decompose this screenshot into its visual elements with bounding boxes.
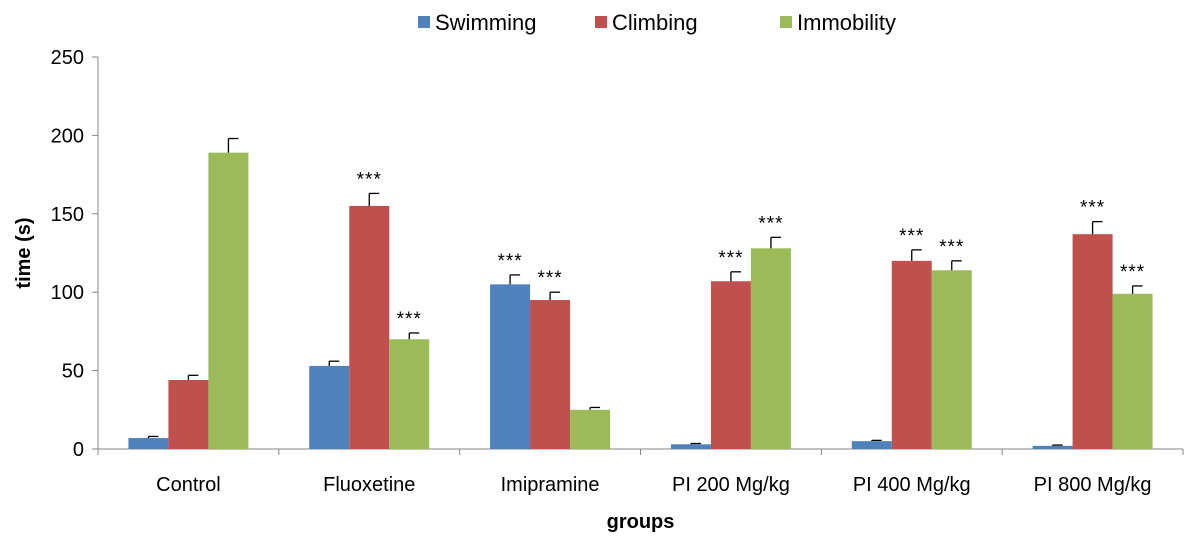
x-tick-label: Fluoxetine	[323, 474, 415, 496]
significance-label: ***	[718, 248, 743, 269]
y-tick-label: 200	[51, 125, 84, 147]
legend-label: Immobility	[797, 10, 896, 35]
x-tick-label: Control	[156, 474, 220, 496]
x-tick-label: PI 200 Mg/kg	[672, 474, 790, 496]
bar	[710, 281, 751, 449]
significance-label: ***	[537, 268, 562, 289]
x-tick-label: PI 800 Mg/kg	[1034, 474, 1152, 496]
legend: Swimming Climbing Immobility	[418, 10, 896, 35]
significance-label: ***	[497, 251, 522, 272]
x-axis: Control Fluoxetine Imipramine PI 200 Mg/kg P…	[97, 448, 1184, 496]
y-axis: 0 50 100 150 200 250	[51, 47, 99, 461]
x-tick-label: Imipramine	[501, 474, 600, 496]
significance-label: ***	[758, 213, 783, 234]
bar	[349, 205, 390, 449]
bar	[309, 365, 350, 449]
bar	[389, 339, 430, 449]
bar	[931, 270, 972, 449]
bar	[530, 300, 571, 449]
y-tick-label: 250	[51, 47, 84, 69]
y-tick-label: 100	[51, 282, 84, 304]
bar	[851, 441, 892, 449]
x-axis-title: groups	[607, 511, 675, 533]
bar	[490, 284, 531, 449]
y-tick-label: 0	[73, 439, 84, 461]
x-tick-label: PI 400 Mg/kg	[853, 474, 971, 496]
significance-label: ***	[1080, 198, 1105, 219]
legend-swatch	[418, 16, 430, 28]
bars	[128, 137, 1153, 449]
bar	[128, 438, 169, 449]
bar	[208, 152, 249, 449]
y-axis-title: time (s)	[13, 217, 35, 288]
bar	[168, 380, 209, 449]
y-tick-label: 150	[51, 204, 84, 226]
bar	[1112, 293, 1153, 449]
significance-label: ***	[357, 169, 382, 190]
significance-label: ***	[397, 309, 422, 330]
legend-swatch	[595, 16, 607, 28]
significance-label: ***	[939, 237, 964, 258]
bar	[750, 248, 791, 449]
legend-label: Climbing	[612, 10, 698, 35]
bar	[891, 260, 932, 449]
significance-label: ***	[899, 226, 924, 247]
significance-label: ***	[1120, 262, 1145, 283]
bar	[1032, 445, 1073, 449]
annotations: *** *** *** *** *** *** *** *** *** ***	[357, 169, 1145, 330]
y-tick-label: 50	[62, 361, 84, 383]
bar	[1072, 234, 1113, 449]
legend-swatch	[780, 16, 792, 28]
legend-label: Swimming	[435, 10, 536, 35]
bar	[570, 409, 611, 449]
bar	[670, 444, 711, 449]
